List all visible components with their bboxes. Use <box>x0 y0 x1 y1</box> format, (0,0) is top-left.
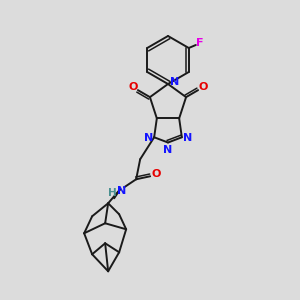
Text: N: N <box>143 133 153 143</box>
Text: O: O <box>128 82 138 92</box>
Text: F: F <box>196 38 203 48</box>
Text: N: N <box>170 77 180 87</box>
Text: N: N <box>164 145 172 154</box>
Text: O: O <box>152 169 161 179</box>
Text: N: N <box>116 186 126 196</box>
Text: N: N <box>183 133 193 143</box>
Text: H: H <box>108 188 116 198</box>
Text: O: O <box>198 82 208 92</box>
